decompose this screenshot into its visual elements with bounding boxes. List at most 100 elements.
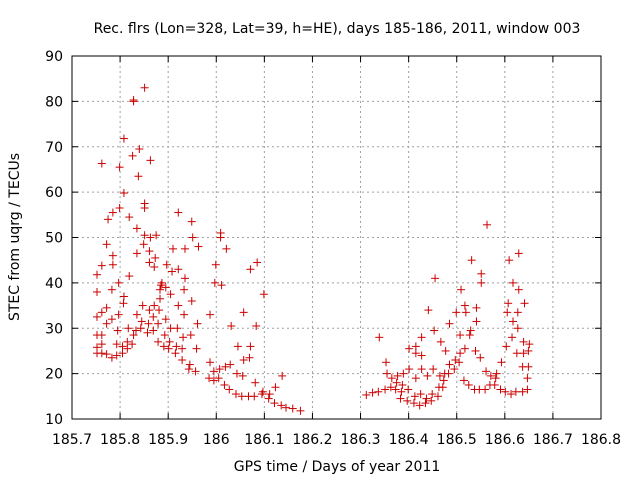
data-point [211, 260, 220, 269]
data-point [150, 301, 159, 310]
data-point [154, 337, 163, 346]
data-point [188, 233, 197, 242]
data-point [457, 285, 466, 294]
data-point [491, 374, 500, 383]
data-point [513, 308, 522, 317]
data-point [171, 349, 180, 358]
y-tick-label: 90 [45, 49, 63, 65]
data-point [149, 326, 158, 335]
data-point [513, 324, 522, 333]
data-point [221, 362, 230, 371]
data-point [97, 331, 106, 340]
data-point [483, 220, 492, 229]
data-point [168, 244, 177, 253]
data-point [464, 380, 473, 389]
data-point [231, 390, 240, 399]
data-point [439, 376, 448, 385]
data-point [415, 401, 424, 410]
data-point [119, 134, 128, 143]
data-point [187, 217, 196, 226]
data-point [193, 319, 202, 328]
data-point [514, 285, 523, 294]
data-point [477, 269, 486, 278]
data-point [156, 294, 165, 303]
data-point [441, 346, 450, 355]
x-tick-label: 186.8 [581, 432, 621, 448]
data-point [97, 261, 106, 270]
data-point [206, 358, 215, 367]
y-tick-label: 70 [45, 140, 63, 156]
data-point [156, 281, 165, 290]
data-point [476, 353, 485, 362]
data-point [140, 199, 149, 208]
data-point [481, 385, 490, 394]
data-point [138, 301, 147, 310]
data-point [362, 390, 371, 399]
data-point [178, 344, 187, 353]
data-point [112, 340, 121, 349]
x-tick-label: 186.7 [533, 432, 573, 448]
data-point [157, 278, 166, 287]
data-point [165, 337, 174, 346]
gridlines [72, 56, 601, 419]
data-point [129, 331, 138, 340]
data-point [209, 367, 218, 376]
data-point [181, 274, 190, 283]
data-point [168, 267, 177, 276]
data-point [181, 244, 190, 253]
data-point [456, 331, 465, 340]
data-point [518, 387, 527, 396]
data-point [277, 401, 286, 410]
data-point [166, 290, 175, 299]
x-tick-labels: 185.7 185.8 185.9 186 186.1 186.2 186.3 186.4 18… [52, 432, 621, 448]
data-point [174, 208, 183, 217]
data-point [156, 285, 165, 294]
data-point [397, 387, 406, 396]
data-point [123, 344, 132, 353]
data-point [97, 349, 106, 358]
data-point [424, 306, 433, 315]
data-point [486, 371, 495, 380]
data-point [405, 344, 414, 353]
data-point [131, 326, 140, 335]
data-point [375, 333, 384, 342]
data-point [524, 346, 533, 355]
data-point [450, 365, 459, 374]
data-point [227, 321, 236, 330]
data-point [187, 297, 196, 306]
data-point [125, 272, 134, 281]
data-point [460, 344, 469, 353]
x-axis-title: GPS time / Days of year 2011 [234, 459, 441, 475]
data-point [108, 208, 117, 217]
data-point [422, 394, 431, 403]
data-point [128, 340, 137, 349]
data-point [125, 213, 134, 222]
data-point [145, 258, 154, 267]
data-point [393, 371, 402, 380]
data-point [108, 260, 117, 269]
data-point [482, 367, 491, 376]
data-point [93, 287, 102, 296]
data-point [152, 231, 161, 240]
data-point [93, 343, 102, 352]
data-point [136, 324, 145, 333]
data-point [107, 315, 116, 324]
data-point [392, 378, 401, 387]
data-point [173, 324, 182, 333]
data-point [214, 374, 223, 383]
data-point [508, 333, 517, 342]
y-tick-label: 50 [45, 231, 63, 247]
data-point [140, 83, 149, 92]
data-point [134, 172, 143, 181]
data-point [428, 390, 437, 399]
x-tick-label: 186.5 [437, 432, 477, 448]
data-point [417, 333, 426, 342]
y-tick-label: 80 [45, 94, 63, 110]
data-point [217, 281, 226, 290]
x-tick-label: 186.4 [389, 432, 429, 448]
data-point [149, 312, 158, 321]
data-point [427, 396, 436, 405]
data-point [404, 385, 413, 394]
data-point [252, 321, 261, 330]
data-point [143, 328, 152, 337]
